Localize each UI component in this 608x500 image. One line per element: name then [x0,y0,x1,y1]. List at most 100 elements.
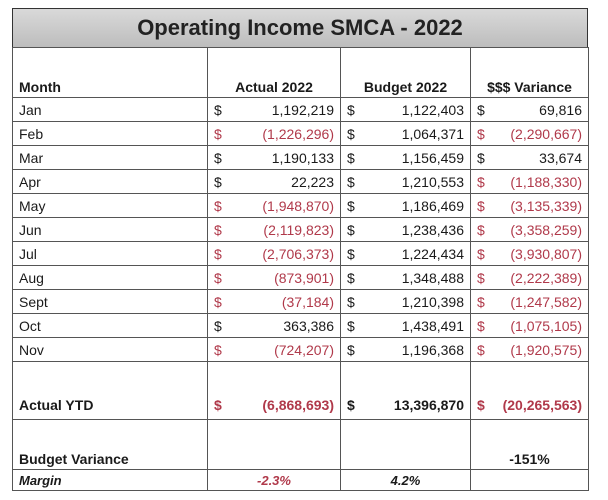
column-header: Actual 2022 [207,47,341,98]
amount: 1,438,491 [401,317,464,334]
amount: 1,122,403 [401,101,464,118]
money-cell: $22,223 [207,169,341,194]
money-cell: $ (6,868,693) [207,361,341,420]
currency-sign: $ [347,293,355,310]
amount: (873,901) [274,269,334,286]
amount: 1,210,553 [401,173,464,190]
amount: (2,290,667) [510,125,582,142]
currency-sign: $ [477,149,485,166]
currency-sign: $ [347,197,355,214]
money-cell: $1,348,488 [340,265,471,290]
amount: (1,948,870) [262,197,334,214]
money-cell: $33,674 [470,145,589,170]
amount: 69,816 [539,101,582,118]
currency-sign: $ [214,397,222,413]
currency-sign: $ [214,293,222,310]
data-row: Sept $ (37,184) $1,210,398 $ (1,247,582) [12,289,589,314]
currency-sign: $ [214,269,222,286]
currency-sign: $ [477,173,485,190]
money: $ (873,901) [214,270,334,286]
money: $22,223 [214,174,334,190]
money: $1,348,488 [347,270,464,286]
data-row: Jan $1,192,219 $1,122,403 $69,816 [12,97,589,122]
currency-sign: $ [347,149,355,166]
amount: 22,223 [291,173,334,190]
currency-sign: $ [477,245,485,262]
money-cell: $ (2,290,667) [470,121,589,146]
amount: (1,920,575) [510,341,582,358]
money-cell: $1,238,436 [340,217,471,242]
money: $1,186,469 [347,198,464,214]
table-title: Operating Income SMCA - 2022 [12,8,588,48]
money: $ (6,868,693) [214,397,334,413]
money-cell: $13,396,870 [340,361,471,420]
data-row: Apr $22,223 $1,210,553 $ (1,188,330) [12,169,589,194]
currency-sign: $ [477,101,485,118]
data-row: Nov $ (724,207) $1,196,368 $ (1,920,575) [12,337,589,362]
money: $ (3,135,339) [477,198,582,214]
margin-label: Margin [12,469,208,491]
empty [470,469,589,491]
budget-variance-row: Budget Variance -151% [12,419,589,470]
amount: (1,075,105) [510,317,582,334]
currency-sign: $ [347,125,355,142]
table-body: Month Actual 2022 Budget 2022 $$$ Variance J… [12,47,589,491]
money-cell: $1,438,491 [340,313,471,338]
money: $ (3,358,259) [477,222,582,238]
amount: (3,930,807) [510,245,582,262]
data-row: Jun $ (2,119,823) $1,238,436 $ (3,358,259) [12,217,589,242]
money-cell: $ (20,265,563) [470,361,589,420]
margin-row: Margin -2.3% 4.2% [12,469,589,491]
amount: 1,186,469 [401,197,464,214]
currency-sign: $ [477,341,485,358]
currency-sign: $ [214,245,222,262]
currency-sign: $ [477,221,485,238]
currency-sign: $ [477,269,485,286]
currency-sign: $ [214,341,222,358]
money: $1,196,368 [347,342,464,358]
money-cell: $ (2,706,373) [207,241,341,266]
empty [207,419,341,470]
money: $1,438,491 [347,318,464,334]
column-header: Budget 2022 [340,47,471,98]
money: $69,816 [477,102,582,118]
money-cell: $1,196,368 [340,337,471,362]
money: $ (1,226,296) [214,126,334,142]
amount: 1,224,434 [401,245,464,262]
amount: (37,184) [281,293,334,310]
amount: 1,348,488 [401,269,464,286]
amount: (2,706,373) [262,245,334,262]
currency-sign: $ [214,149,222,166]
money: $ (2,290,667) [477,126,582,142]
data-row: May $ (1,948,870) $1,186,469 $ (3,135,339) [12,193,589,218]
data-row: Jul $ (2,706,373) $1,224,434 $ (3,930,807) [12,241,589,266]
money-cell: $1,156,459 [340,145,471,170]
column-header: $$$ Variance [470,47,589,98]
money-cell: $ (724,207) [207,337,341,362]
amount: 1,064,371 [401,125,464,142]
amount: (2,222,389) [510,269,582,286]
money-cell: $69,816 [470,97,589,122]
amount: 1,238,436 [401,221,464,238]
amount: 1,196,368 [401,341,464,358]
currency-sign: $ [347,317,355,334]
money-cell: $ (3,930,807) [470,241,589,266]
amount: (1,188,330) [510,173,582,190]
money: $ (1,188,330) [477,174,582,190]
money: $1,156,459 [347,150,464,166]
amount: 1,210,398 [401,293,464,310]
money: $1,122,403 [347,102,464,118]
money: $ (2,222,389) [477,270,582,286]
amount: (20,265,563) [502,397,582,413]
money: $ (1,247,582) [477,294,582,310]
money: $13,396,870 [347,397,464,413]
month: Jun [12,217,208,242]
income-table: Month Actual 2022 Budget 2022 $$$ Variance J… [12,47,589,491]
money-cell: $363,386 [207,313,341,338]
money: $1,064,371 [347,126,464,142]
money: $ (2,706,373) [214,246,334,262]
money-cell: $ (3,135,339) [470,193,589,218]
money: $ (1,075,105) [477,318,582,334]
margin-value: 4.2% [340,469,471,491]
